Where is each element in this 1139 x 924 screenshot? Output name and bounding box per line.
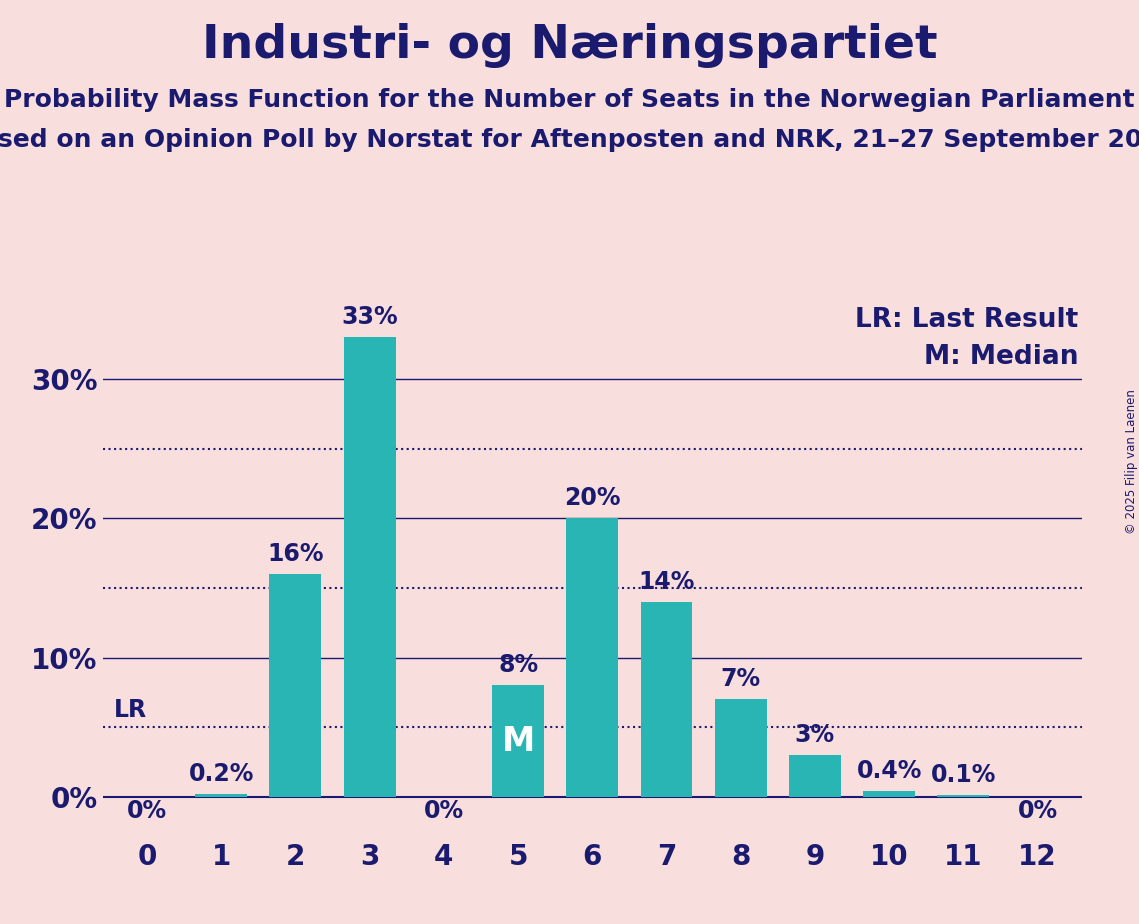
Text: LR: Last Result: LR: Last Result xyxy=(855,307,1079,333)
Bar xyxy=(715,699,767,796)
Text: Based on an Opinion Poll by Norstat for Aftenposten and NRK, 21–27 September 202: Based on an Opinion Poll by Norstat for … xyxy=(0,128,1139,152)
Text: 20%: 20% xyxy=(564,486,621,510)
Text: 8%: 8% xyxy=(498,653,538,677)
Text: 16%: 16% xyxy=(268,541,323,565)
Bar xyxy=(492,686,544,796)
Text: 0%: 0% xyxy=(126,798,167,822)
Text: © 2025 Filip van Laenen: © 2025 Filip van Laenen xyxy=(1124,390,1138,534)
Text: 14%: 14% xyxy=(638,569,695,593)
Bar xyxy=(566,518,618,796)
Bar xyxy=(270,574,321,796)
Text: M: M xyxy=(501,724,534,758)
Text: 3%: 3% xyxy=(795,723,835,747)
Text: 0%: 0% xyxy=(1017,798,1058,822)
Bar xyxy=(195,794,247,796)
Bar xyxy=(344,337,395,796)
Text: 0.4%: 0.4% xyxy=(857,759,921,783)
Text: Industri- og Næringspartiet: Industri- og Næringspartiet xyxy=(202,23,937,68)
Text: LR: LR xyxy=(114,698,147,722)
Text: M: Median: M: Median xyxy=(924,345,1079,371)
Text: 0%: 0% xyxy=(424,798,464,822)
Text: 0.1%: 0.1% xyxy=(931,763,995,787)
Text: 7%: 7% xyxy=(721,667,761,691)
Bar xyxy=(640,602,693,796)
Bar xyxy=(789,755,841,796)
Text: 0.2%: 0.2% xyxy=(189,761,254,785)
Text: Probability Mass Function for the Number of Seats in the Norwegian Parliament: Probability Mass Function for the Number… xyxy=(5,88,1134,112)
Bar xyxy=(863,791,915,796)
Text: 33%: 33% xyxy=(342,305,398,329)
